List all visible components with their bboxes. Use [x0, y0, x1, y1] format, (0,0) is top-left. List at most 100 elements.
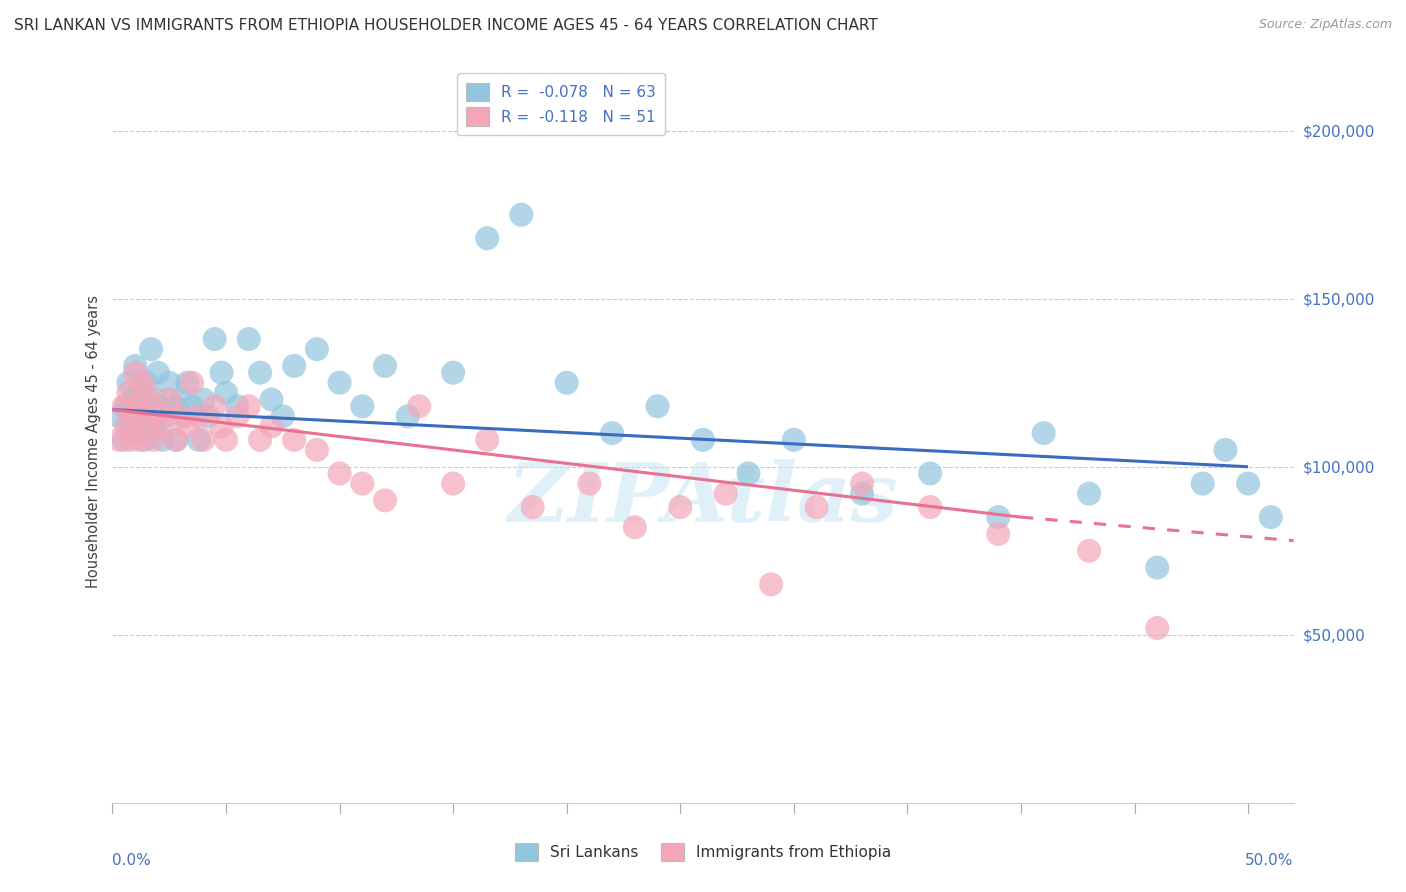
Point [271, 409, 294, 424]
Point [211, 366, 233, 380]
Point [600, 426, 623, 441]
Point [139, 399, 162, 413]
Point [759, 577, 782, 591]
Point [283, 359, 305, 373]
Point [142, 433, 165, 447]
Point [163, 399, 186, 413]
Point [120, 419, 142, 434]
Point [737, 467, 759, 481]
Point [374, 493, 396, 508]
Point [987, 527, 1010, 541]
Point [165, 433, 187, 447]
Point [1146, 621, 1168, 635]
Point [108, 409, 131, 424]
Point [555, 376, 578, 390]
Point [146, 366, 169, 380]
Point [128, 385, 150, 400]
Point [115, 419, 138, 434]
Point [152, 419, 174, 434]
Point [249, 366, 271, 380]
Point [128, 433, 150, 447]
Legend: Sri Lankans, Immigrants from Ethiopia: Sri Lankans, Immigrants from Ethiopia [509, 837, 897, 867]
Point [176, 376, 198, 390]
Point [124, 366, 146, 380]
Point [142, 419, 165, 434]
Point [135, 376, 157, 390]
Point [204, 332, 226, 346]
Point [510, 208, 533, 222]
Point [238, 332, 260, 346]
Point [1260, 510, 1282, 524]
Point [134, 433, 156, 447]
Point [122, 392, 145, 407]
Point [215, 385, 238, 400]
Point [260, 419, 283, 434]
Point [138, 419, 160, 434]
Text: SRI LANKAN VS IMMIGRANTS FROM ETHIOPIA HOUSEHOLDER INCOME AGES 45 - 64 YEARS COR: SRI LANKAN VS IMMIGRANTS FROM ETHIOPIA H… [14, 18, 877, 33]
Point [193, 433, 215, 447]
Point [1146, 560, 1168, 574]
Point [305, 342, 328, 356]
Point [329, 376, 352, 390]
Point [135, 385, 157, 400]
Point [920, 467, 942, 481]
Point [145, 392, 167, 407]
Point [1237, 476, 1260, 491]
Point [851, 476, 873, 491]
Point [181, 376, 204, 390]
Text: ZIPAtlas: ZIPAtlas [508, 459, 898, 540]
Point [131, 376, 153, 390]
Point [238, 399, 260, 413]
Point [211, 419, 233, 434]
Point [522, 500, 544, 514]
Point [215, 433, 238, 447]
Point [714, 486, 737, 500]
Text: 0.0%: 0.0% [112, 854, 152, 869]
Point [117, 376, 139, 390]
Point [226, 399, 249, 413]
Point [408, 399, 430, 413]
Point [283, 433, 305, 447]
Y-axis label: Householder Income Ages 45 - 64 years: Householder Income Ages 45 - 64 years [86, 295, 101, 588]
Point [1191, 476, 1213, 491]
Point [152, 433, 174, 447]
Point [112, 399, 135, 413]
Point [249, 433, 271, 447]
Point [131, 399, 153, 413]
Point [396, 409, 419, 424]
Point [692, 433, 714, 447]
Point [169, 409, 191, 424]
Point [174, 409, 197, 424]
Point [669, 500, 692, 514]
Point [477, 231, 499, 245]
Point [176, 419, 198, 434]
Point [181, 399, 204, 413]
Point [108, 433, 131, 447]
Point [374, 359, 396, 373]
Point [1078, 543, 1101, 558]
Point [134, 409, 156, 424]
Point [920, 500, 942, 514]
Point [624, 520, 647, 534]
Text: Source: ZipAtlas.com: Source: ZipAtlas.com [1258, 18, 1392, 31]
Point [124, 359, 146, 373]
Point [783, 433, 806, 447]
Point [226, 409, 249, 424]
Point [149, 399, 172, 413]
Point [305, 442, 328, 457]
Point [115, 399, 138, 413]
Point [193, 392, 215, 407]
Point [1215, 442, 1237, 457]
Point [329, 467, 352, 481]
Point [117, 385, 139, 400]
Point [204, 399, 226, 413]
Point [127, 399, 149, 413]
Point [138, 409, 160, 424]
Point [157, 376, 180, 390]
Point [578, 476, 600, 491]
Point [165, 433, 187, 447]
Point [122, 409, 145, 424]
Point [197, 409, 219, 424]
Point [112, 433, 135, 447]
Point [441, 366, 464, 380]
